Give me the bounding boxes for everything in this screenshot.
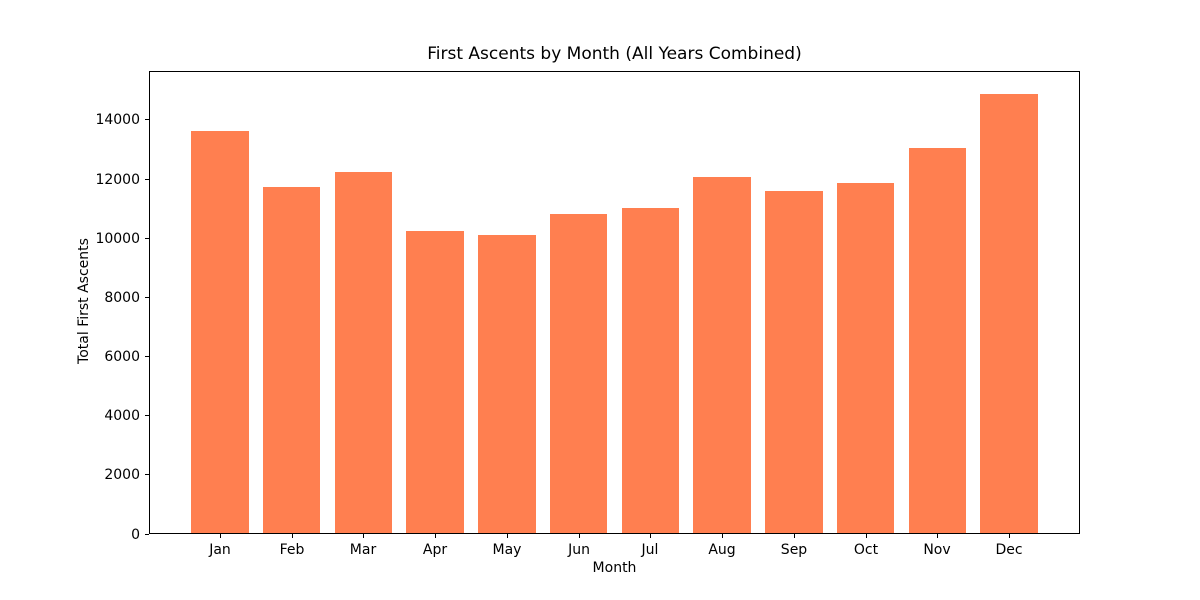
- bar-may: [478, 234, 536, 533]
- y-tick-label-0: 0: [131, 526, 140, 543]
- bar-jun: [549, 214, 608, 533]
- x-tick-mark: [292, 534, 293, 538]
- y-tick-mark: [145, 356, 149, 357]
- x-tick-label-jul: Jul: [641, 542, 659, 558]
- bar-slot: [902, 72, 974, 533]
- x-tick-mark: [1009, 534, 1010, 538]
- x-tick-mark: [435, 534, 436, 538]
- bar-slot: [328, 72, 400, 533]
- bar-oct: [836, 183, 895, 533]
- y-tick-label-8000: 8000: [104, 289, 140, 306]
- bar-slot: [973, 72, 1045, 533]
- bar-slot: [256, 72, 328, 533]
- bar-mar: [334, 172, 393, 533]
- bar-apr: [406, 231, 464, 533]
- bar-slot: [471, 72, 543, 533]
- bar-sep: [765, 191, 823, 533]
- bar-slot: [399, 72, 471, 533]
- bar-slot: [543, 72, 615, 533]
- x-tick-mark: [937, 534, 938, 538]
- x-tick-mark: [650, 534, 651, 538]
- bar-dec: [980, 94, 1038, 533]
- x-tick-mark: [794, 534, 795, 538]
- bar-jan: [191, 131, 249, 533]
- x-axis-label: Month: [592, 560, 637, 576]
- x-tick-mark: [507, 534, 508, 538]
- y-tick-label-2000: 2000: [104, 466, 140, 483]
- y-tick-label-14000: 14000: [95, 111, 140, 128]
- bar-slot: [686, 72, 758, 533]
- x-tick-mark: [579, 534, 580, 538]
- x-tick-mark: [363, 534, 364, 538]
- y-tick-mark: [145, 179, 149, 180]
- x-tick-mark: [866, 534, 867, 538]
- chart-title: First Ascents by Month (All Years Combin…: [427, 44, 802, 64]
- bar-feb: [262, 186, 321, 533]
- x-tick-label-aug: Aug: [708, 542, 736, 558]
- bar-nov: [908, 147, 967, 533]
- x-tick-label-sep: Sep: [780, 542, 808, 558]
- bar-slot: [615, 72, 687, 533]
- plot-area: [149, 71, 1080, 534]
- y-tick-label-4000: 4000: [104, 407, 140, 424]
- x-tick-label-apr: Apr: [422, 542, 448, 558]
- x-tick-label-may: May: [492, 542, 522, 558]
- x-tick-label-dec: Dec: [995, 542, 1023, 558]
- bar-slot: [830, 72, 902, 533]
- y-tick-label-10000: 10000: [95, 230, 140, 247]
- y-tick-label-12000: 12000: [95, 171, 140, 188]
- y-tick-mark: [145, 474, 149, 475]
- bar-slot: [758, 72, 830, 533]
- bars-container: [150, 72, 1079, 533]
- y-tick-mark: [145, 297, 149, 298]
- x-tick-label-jan: Jan: [209, 542, 231, 558]
- y-tick-mark: [145, 119, 149, 120]
- x-tick-label-nov: Nov: [923, 542, 951, 558]
- bar-slot: [184, 72, 256, 533]
- y-tick-mark: [145, 415, 149, 416]
- y-tick-label-6000: 6000: [104, 348, 140, 365]
- y-tick-mark: [145, 238, 149, 239]
- y-tick-mark: [145, 534, 149, 535]
- x-tick-label-mar: Mar: [349, 542, 377, 558]
- x-tick-mark: [220, 534, 221, 538]
- x-tick-label-jun: Jun: [568, 542, 590, 558]
- bar-aug: [693, 176, 751, 533]
- x-tick-label-feb: Feb: [279, 542, 305, 558]
- bar-jul: [621, 207, 680, 533]
- x-tick-label-oct: Oct: [853, 542, 879, 558]
- x-tick-mark: [722, 534, 723, 538]
